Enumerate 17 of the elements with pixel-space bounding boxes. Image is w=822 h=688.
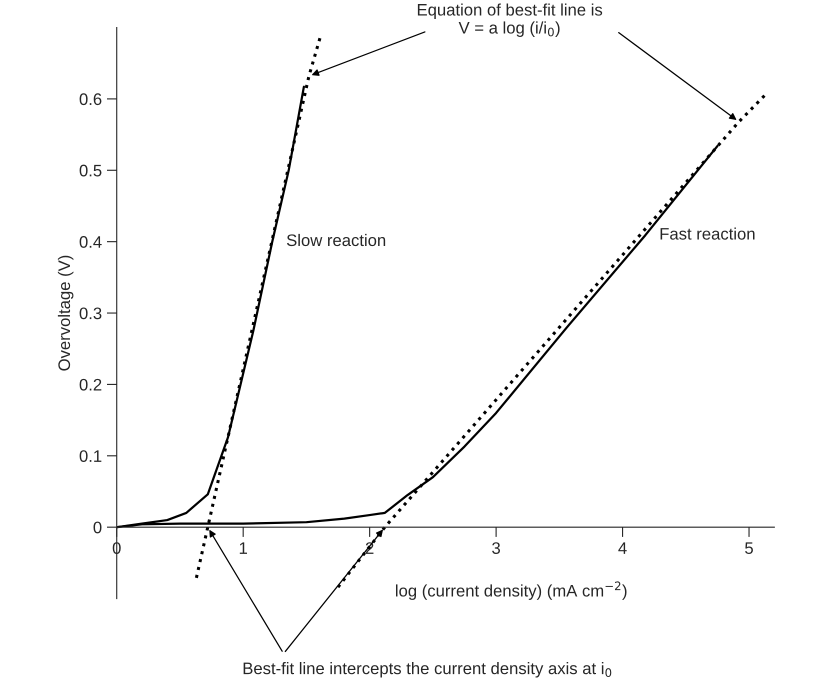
series-label: Fast reaction [660, 227, 754, 240]
y-tick-label: 0.6 [80, 93, 102, 106]
x-axis-title: log (current density) (mA cm$^{−2}$) [396, 581, 627, 600]
y-axis-title: Overvoltage (V) [58, 256, 74, 371]
y-tick-label: 0.4 [80, 236, 102, 248]
y-tick-label: 0 [94, 522, 102, 534]
y-tick-label: 0.3 [80, 307, 102, 320]
x-tick-label: 1 [240, 542, 248, 554]
annotation: Best-fit line intercepts the current density axis at i$_{0}$ [244, 662, 612, 678]
x-tick-label: 3 [492, 542, 500, 554]
annotation: Equation of best-fit line is V = a log (i/i$_{0}$) [418, 3, 602, 37]
x-tick-label: 4 [618, 542, 627, 554]
y-tick-label: 0.5 [80, 164, 102, 176]
y-tick-label: 0.2 [80, 378, 102, 391]
x-tick-label: 5 [745, 542, 753, 554]
y-tick-label: 0.1 [80, 450, 102, 462]
series-label: Slow reaction [286, 234, 386, 246]
